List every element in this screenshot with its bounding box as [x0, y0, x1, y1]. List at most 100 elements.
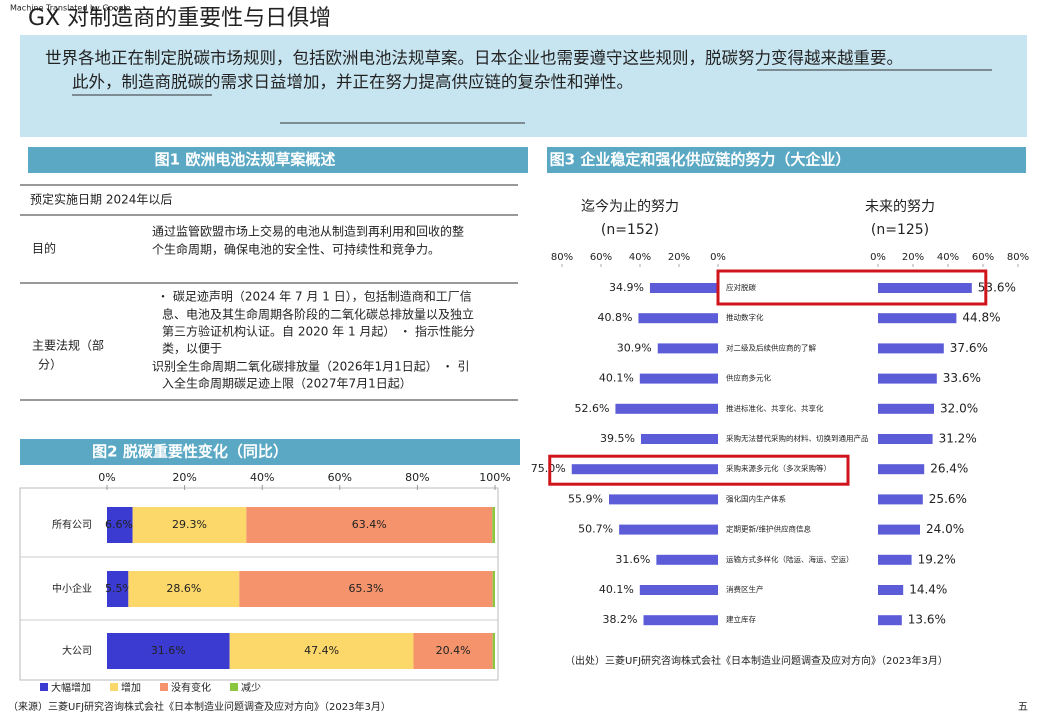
bar-segment	[239, 571, 493, 607]
x-tick-label: 20%	[668, 252, 690, 263]
x-tick-label: 60%	[590, 252, 612, 263]
x-tick-label: 100%	[479, 471, 510, 484]
bar	[878, 283, 972, 293]
category-label: 供应商多元化	[726, 373, 771, 383]
category-label: 大公司	[62, 644, 92, 657]
data-label: 37.6%	[950, 341, 988, 355]
data-label: 14.4%	[909, 583, 947, 597]
x-tick-label: 20%	[902, 252, 924, 263]
x-tick-label: 80%	[551, 252, 573, 263]
section-title: 图1 欧洲电池法规草案概述	[155, 151, 336, 169]
data-label: 6.6%	[105, 518, 133, 531]
data-label: 33.6%	[943, 371, 981, 385]
legend-swatch	[40, 683, 48, 691]
bar	[878, 554, 912, 565]
bar	[878, 585, 904, 595]
category-label: 应对脱碳	[726, 282, 756, 292]
bar-segment	[492, 507, 495, 543]
table-cell: 息、电池及其生命周期各阶段的二氧化碳总排放量以及独立	[162, 307, 474, 322]
data-label: 34.9%	[609, 281, 644, 294]
x-tick-label: 0%	[710, 252, 726, 263]
x-tick-label: 60%	[328, 471, 352, 484]
bar-segment	[107, 571, 129, 607]
bar-segment	[107, 507, 133, 543]
page-title: GX 对制造商的重要性与日俱增	[28, 6, 331, 31]
plot-frame	[19, 487, 499, 681]
bar-segment	[492, 633, 495, 669]
bar	[638, 313, 718, 324]
x-tick-label: 60%	[972, 252, 994, 263]
category-label: 采购无法替代采购的材料、切换到通用产品	[726, 433, 869, 443]
bar	[571, 464, 718, 475]
data-label: 63.4%	[352, 518, 387, 531]
data-label: 40.1%	[599, 372, 634, 385]
banner-line: 此外，制造商脱碳的需求日益增加，并正在努力提高供应链的复杂性和弹性。	[72, 73, 633, 92]
series-title: 迄今为止的努力	[581, 199, 679, 215]
bar	[878, 615, 902, 626]
category-label: 消费区生产	[726, 584, 764, 594]
source: （来源）三菱UFJ研究咨询株式会社《日本制造业问题调查及应对方向》（2023年3…	[8, 700, 391, 713]
bar	[619, 524, 718, 535]
category-label: 运输方式多样化（陆运、海运、空运）	[726, 554, 854, 564]
bar	[878, 464, 925, 475]
section-bar	[547, 147, 1026, 173]
x-tick-label: 20%	[172, 471, 196, 484]
data-label: 26.4%	[930, 462, 968, 476]
table-cell: 入全生命周期碳足迹上限（2027年7月1日起）	[162, 376, 412, 391]
category-label: 所有公司	[52, 518, 92, 531]
x-tick-label: 0%	[870, 252, 886, 263]
source: （出处）三菱UFJ研究咨询株式会社《日本制造业问题调查及应对方向》（2023年3…	[565, 654, 948, 667]
data-label: 32.0%	[940, 401, 978, 415]
data-label: 31.6%	[615, 553, 650, 566]
series-n: (n=125)	[871, 222, 929, 238]
data-label: 30.9%	[617, 341, 652, 354]
data-label: 13.6%	[908, 613, 946, 627]
table-cell: 识别全生命周期二氧化碳排放量（2026年1月1日起） ・ 引	[152, 359, 469, 374]
data-label: 31.6%	[151, 644, 186, 657]
data-label: 39.5%	[600, 432, 635, 445]
x-tick-label: 40%	[250, 471, 274, 484]
table-cell: 通过监管欧盟市场上交易的电池从制造到再利用和回收的整	[152, 224, 464, 239]
bar	[878, 494, 923, 505]
bar-segment	[492, 571, 495, 607]
category-label: 中小企业	[52, 582, 92, 595]
category-label: 采购来源多元化（多次采购等）	[726, 463, 831, 473]
data-label: 5.5%	[105, 582, 133, 595]
bar	[878, 343, 944, 354]
data-label: 47.4%	[304, 644, 339, 657]
x-tick-label: 80%	[405, 471, 429, 484]
section-bar	[20, 439, 520, 465]
x-tick-label: 40%	[629, 252, 651, 263]
table-cell: 主要法规（部	[32, 338, 104, 353]
table-cell: 第三方验证机构认证。自 2020 年 1 月起） ・ 指示性能分	[162, 324, 475, 339]
table-cell: 个生命周期，确保电池的安全性、可持续性和竞争力。	[152, 242, 440, 257]
table-cell: ・ 碳足迹声明（2024 年 7 月 1 日），包括制造商和工厂信	[157, 289, 472, 304]
section-title: 图3 企业稳定和强化供应链的努力（大企业）	[550, 151, 851, 169]
bar	[615, 403, 718, 414]
bar	[608, 494, 718, 505]
category-label: 推动数字化	[726, 312, 764, 322]
data-label: 44.8%	[962, 311, 1000, 325]
legend-label: 大幅增加	[51, 681, 91, 694]
x-tick-label: 0%	[98, 471, 115, 484]
data-label: 52.6%	[574, 402, 609, 415]
data-label: 65.3%	[349, 582, 384, 595]
table-cell: 分）	[38, 358, 62, 372]
banner	[20, 35, 1027, 137]
highlight-box	[716, 269, 988, 306]
data-label: 19.2%	[918, 552, 956, 566]
category-label: 对二级及后续供应商的了解	[726, 342, 816, 352]
data-label: 20.4%	[436, 644, 471, 657]
legend-label: 没有变化	[171, 681, 211, 694]
table-cell: 类，以便于	[162, 342, 222, 356]
bar	[639, 585, 718, 595]
data-label: 40.1%	[599, 583, 634, 596]
legend-label: 增加	[121, 681, 141, 694]
legend-swatch	[110, 683, 118, 691]
bar-segment	[246, 507, 493, 543]
data-label: 38.2%	[603, 613, 638, 626]
category-label: 强化国内生产体系	[726, 493, 786, 503]
data-label: 24.0%	[926, 522, 964, 536]
table-cell: 目的	[32, 241, 56, 256]
